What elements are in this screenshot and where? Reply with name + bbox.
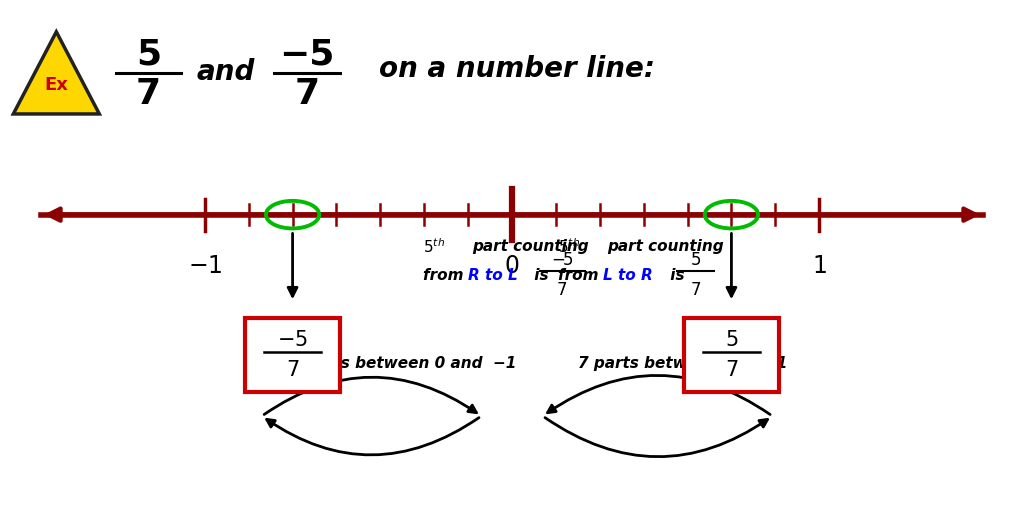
Text: Ex: Ex xyxy=(44,76,69,94)
Text: from: from xyxy=(423,268,469,283)
Text: part counting: part counting xyxy=(607,239,724,254)
Text: $5$: $5$ xyxy=(690,251,700,269)
Text: 5: 5 xyxy=(136,37,161,71)
Text: $-1$: $-1$ xyxy=(187,254,222,278)
Text: $7$: $7$ xyxy=(725,360,738,381)
Text: $5$: $5$ xyxy=(725,330,738,350)
Text: $7$: $7$ xyxy=(286,360,299,381)
Text: part counting: part counting xyxy=(472,239,589,254)
Text: 7 parts between 0 and  −1: 7 parts between 0 and −1 xyxy=(289,356,516,371)
Text: is: is xyxy=(665,268,684,283)
Text: $-5$: $-5$ xyxy=(278,330,308,350)
Text: $5^{th}$: $5^{th}$ xyxy=(423,237,444,256)
Text: 7 parts between 0 and 1: 7 parts between 0 and 1 xyxy=(579,356,787,371)
Text: $1$: $1$ xyxy=(812,254,826,278)
Text: $-\!5$: $-\!5$ xyxy=(551,251,573,269)
Text: and: and xyxy=(196,58,255,85)
Text: from: from xyxy=(558,268,604,283)
Text: is: is xyxy=(529,268,554,283)
Text: L to R: L to R xyxy=(603,268,653,283)
FancyBboxPatch shape xyxy=(246,318,340,392)
Polygon shape xyxy=(13,32,99,114)
Text: $5^{th}$: $5^{th}$ xyxy=(558,237,581,256)
Text: $0$: $0$ xyxy=(504,254,520,278)
Text: $7$: $7$ xyxy=(690,281,700,299)
FancyBboxPatch shape xyxy=(684,318,778,392)
Text: R to L: R to L xyxy=(468,268,517,283)
Text: on a number line:: on a number line: xyxy=(379,55,655,83)
Text: −5: −5 xyxy=(280,37,335,71)
Text: $7$: $7$ xyxy=(556,281,567,299)
Text: 7: 7 xyxy=(295,77,319,111)
Text: 7: 7 xyxy=(136,77,161,111)
